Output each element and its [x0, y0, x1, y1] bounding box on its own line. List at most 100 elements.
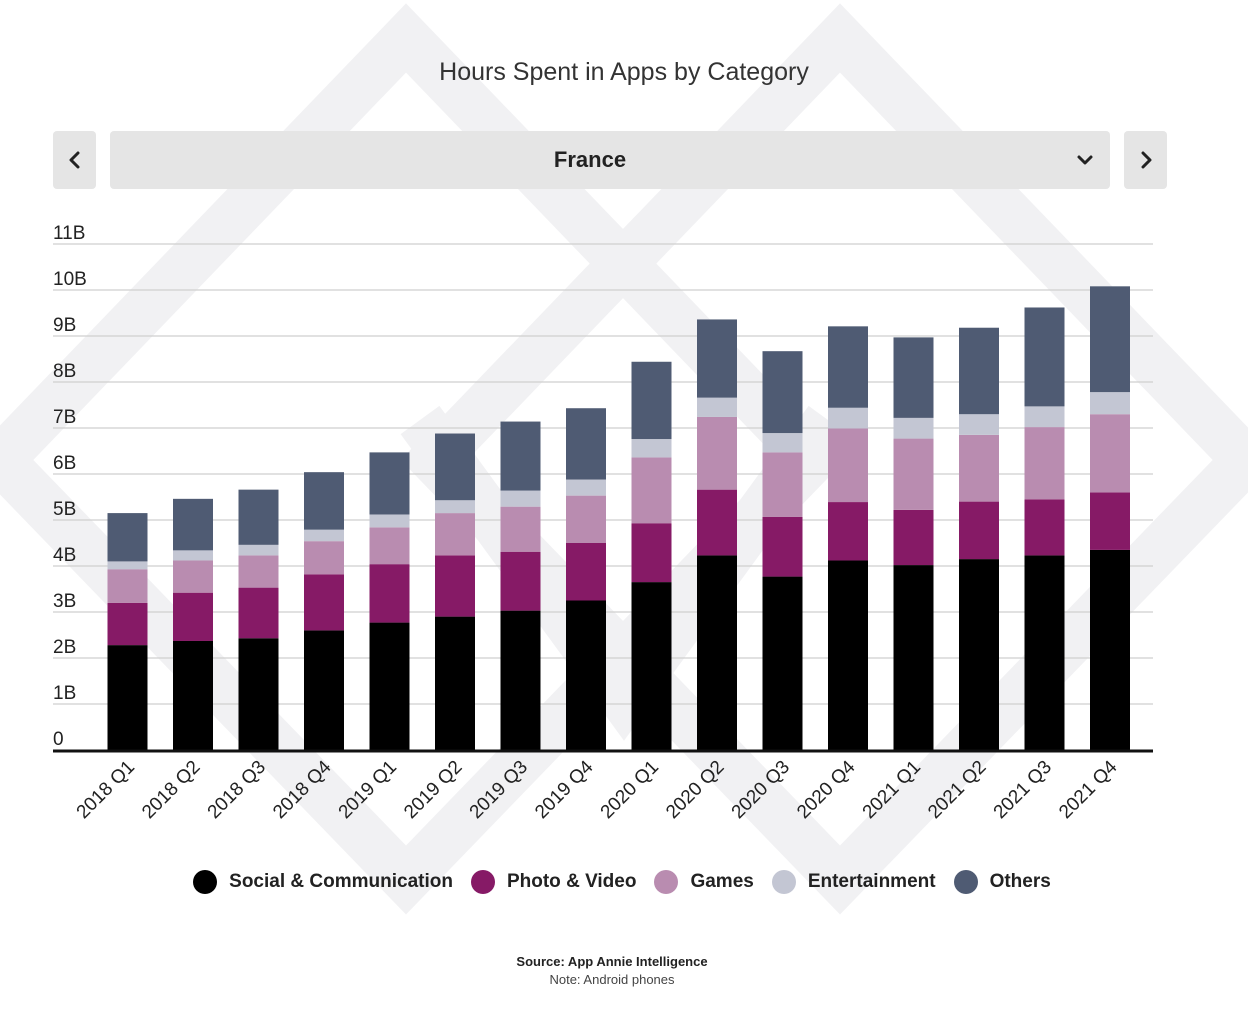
y-tick-label: 8B [53, 361, 76, 382]
bar-segment: 2018 Q2 — Photo & Video: 1.05B [173, 592, 213, 641]
chart-title: Hours Spent in Apps by Category [439, 58, 809, 86]
bar-segment: 2021 Q3 — Others: 2.15B [1024, 307, 1065, 407]
x-tick-label: 2021 Q3 [990, 757, 1056, 823]
bar-segment: 2019 Q4 — Photo & Video: 1.25B [566, 543, 606, 601]
bar-segment: 2019 Q3 — Games: 0.98B [500, 506, 541, 552]
y-tick-label: 10B [53, 269, 87, 290]
x-tick-label: 2018 Q2 [138, 757, 204, 823]
chevron-down-icon [1077, 155, 1093, 165]
bar-segment: 2020 Q1 — Games: 1.43B [631, 457, 672, 524]
bar-segment: 2019 Q2 — Photo & Video: 1.33B [435, 555, 475, 617]
bar-segment: 2020 Q2 — Photo & Video: 1.43B [697, 489, 737, 556]
x-tick-label: 2020 Q1 [597, 757, 663, 823]
bar-segment: 2018 Q1 — Photo & Video: 0.92B [107, 602, 148, 646]
bar-segment: 2019 Q2 — Others: 1.45B [435, 433, 475, 501]
legend-item: Others [953, 870, 1051, 894]
y-tick-label: 0 [53, 729, 64, 750]
bar-segment: 2019 Q3 — Others: 1.5B [500, 421, 541, 491]
bar-segment: 2021 Q1 — Others: 1.75B [893, 337, 934, 418]
country-select-value: France [553, 147, 627, 172]
bar-segment: 2020 Q3 — Entertainment: 0.42B [762, 433, 803, 453]
legend-label: Photo & Video [506, 871, 637, 892]
legend-item: Photo & Video [470, 870, 637, 894]
bar-segment: 2021 Q2 — Others: 1.88B [959, 327, 999, 415]
x-tick-label: 2019 Q2 [400, 757, 466, 823]
chevron-left-icon [69, 151, 79, 169]
bar-segment: 2018 Q4 — Entertainment: 0.25B [304, 529, 344, 542]
next-button[interactable] [1124, 131, 1167, 189]
y-tick-label: 5B [53, 499, 76, 520]
bar-segment: 2018 Q2 — Games: 0.7B [173, 560, 213, 593]
bar-segment: 2020 Q3 — Social & Communication: 3.77B [762, 576, 803, 750]
bar-segment: 2019 Q1 — Social & Communication: 2.77B [369, 622, 410, 750]
bar-segment: 2019 Q4 — Entertainment: 0.35B [566, 479, 606, 496]
bar-segment: 2020 Q1 — Entertainment: 0.4B [631, 439, 672, 458]
bar-segment: 2020 Q1 — Social & Communication: 3.65B [631, 582, 672, 750]
bar-segment: 2021 Q1 — Photo & Video: 1.2B [893, 509, 934, 566]
bar-segment: 2021 Q4 — Games: 1.7B [1090, 414, 1130, 493]
bar-segment: 2021 Q2 — Entertainment: 0.45B [959, 414, 999, 435]
bar-segment: 2019 Q1 — Entertainment: 0.28B [369, 514, 410, 528]
bar-segment: 2018 Q1 — Others: 1.05B [107, 513, 148, 562]
bar-segment: 2018 Q1 — Entertainment: 0.17B [107, 561, 148, 570]
x-tick-label: 2020 Q3 [728, 757, 794, 823]
legend-item: Entertainment [771, 870, 936, 894]
source-text: Source: App Annie Intelligence [516, 954, 708, 969]
bar-segment: 2018 Q4 — Social & Communication: 2.6B [304, 630, 344, 750]
bar-segment: 2019 Q3 — Social & Communication: 3.03B [500, 610, 541, 750]
bar-segment: 2020 Q4 — Entertainment: 0.45B [828, 407, 868, 429]
legend-label: Games [690, 871, 754, 892]
bar-segment: 2019 Q2 — Social & Communication: 2.9B [435, 616, 475, 750]
bar-segment: 2018 Q2 — Others: 1.12B [173, 498, 213, 551]
x-tick-label: 2018 Q3 [204, 757, 270, 823]
bar-segment: 2021 Q3 — Entertainment: 0.45B [1024, 406, 1065, 428]
bar-segment: 2020 Q2 — Others: 1.7B [697, 319, 737, 398]
country-select[interactable]: France [110, 131, 1110, 189]
legend-item: Games [654, 870, 754, 894]
bar-segment: 2021 Q4 — Others: 2.3B [1090, 286, 1130, 393]
bar-segment: 2018 Q2 — Social & Communication: 2.37B [173, 640, 213, 750]
bar-segment: 2020 Q2 — Games: 1.58B [697, 416, 737, 490]
bar-segment: 2020 Q1 — Photo & Video: 1.28B [631, 523, 672, 583]
legend-swatch [654, 870, 679, 894]
legend-label: Entertainment [807, 871, 936, 892]
y-tick-label: 6B [53, 453, 76, 474]
bar-segment: 2019 Q2 — Games: 0.92B [435, 513, 475, 556]
bar-segment: 2018 Q3 — Games: 0.7B [238, 555, 279, 588]
bar-segment: 2021 Q3 — Games: 1.57B [1024, 427, 1065, 500]
bar-segment: 2021 Q1 — Games: 1.55B [893, 438, 934, 510]
bar-segment: 2021 Q4 — Social & Communication: 4.35B [1090, 549, 1130, 750]
bar-segment: 2018 Q3 — Entertainment: 0.23B [238, 544, 279, 556]
y-tick-label: 3B [53, 591, 76, 612]
bar-segment: 2018 Q3 — Photo & Video: 1.1B [238, 587, 279, 639]
legend-item: Social & Communication [193, 870, 453, 894]
bar-segment: 2020 Q2 — Entertainment: 0.42B [697, 397, 737, 417]
legend-label: Social & Communication [229, 871, 453, 892]
bar-segment: 2021 Q3 — Photo & Video: 1.22B [1024, 499, 1065, 556]
bar-segment: 2018 Q4 — Photo & Video: 1.22B [304, 574, 344, 631]
bar-segment: 2019 Q1 — Games: 0.8B [369, 527, 410, 565]
bar-segment: 2018 Q3 — Others: 1.2B [238, 489, 279, 545]
previous-button[interactable] [53, 131, 96, 189]
bar-segment: 2020 Q4 — Games: 1.6B [828, 428, 868, 503]
bar-segment: 2020 Q4 — Social & Communication: 4.12B [828, 560, 868, 750]
bar-segment: 2019 Q3 — Entertainment: 0.35B [500, 490, 541, 507]
y-tick-label: 2B [53, 637, 76, 658]
bar-segment: 2018 Q1 — Games: 0.73B [107, 569, 148, 603]
bar-segment: 2021 Q1 — Entertainment: 0.45B [893, 417, 934, 439]
legend-swatch [193, 870, 218, 894]
bar-segment: 2019 Q1 — Others: 1.35B [369, 452, 410, 515]
x-tick-label: 2020 Q2 [662, 757, 728, 823]
bar-segment: 2020 Q4 — Photo & Video: 1.27B [828, 502, 868, 561]
bar-segment: 2020 Q4 — Others: 1.77B [828, 326, 868, 408]
legend-swatch [953, 870, 978, 894]
bar-segment: 2019 Q4 — Others: 1.55B [566, 408, 606, 480]
x-tick-label: 2019 Q1 [335, 757, 401, 823]
bar-segment: 2021 Q1 — Social & Communication: 4.02B [893, 565, 934, 750]
x-tick-label: 2018 Q4 [269, 756, 336, 823]
y-tick-label: 1B [53, 683, 76, 704]
x-tick-label: 2020 Q4 [793, 756, 860, 823]
bar-segment: 2020 Q3 — Games: 1.4B [762, 452, 803, 517]
chevron-right-icon [1141, 151, 1151, 169]
x-tick-label: 2019 Q3 [466, 757, 532, 823]
